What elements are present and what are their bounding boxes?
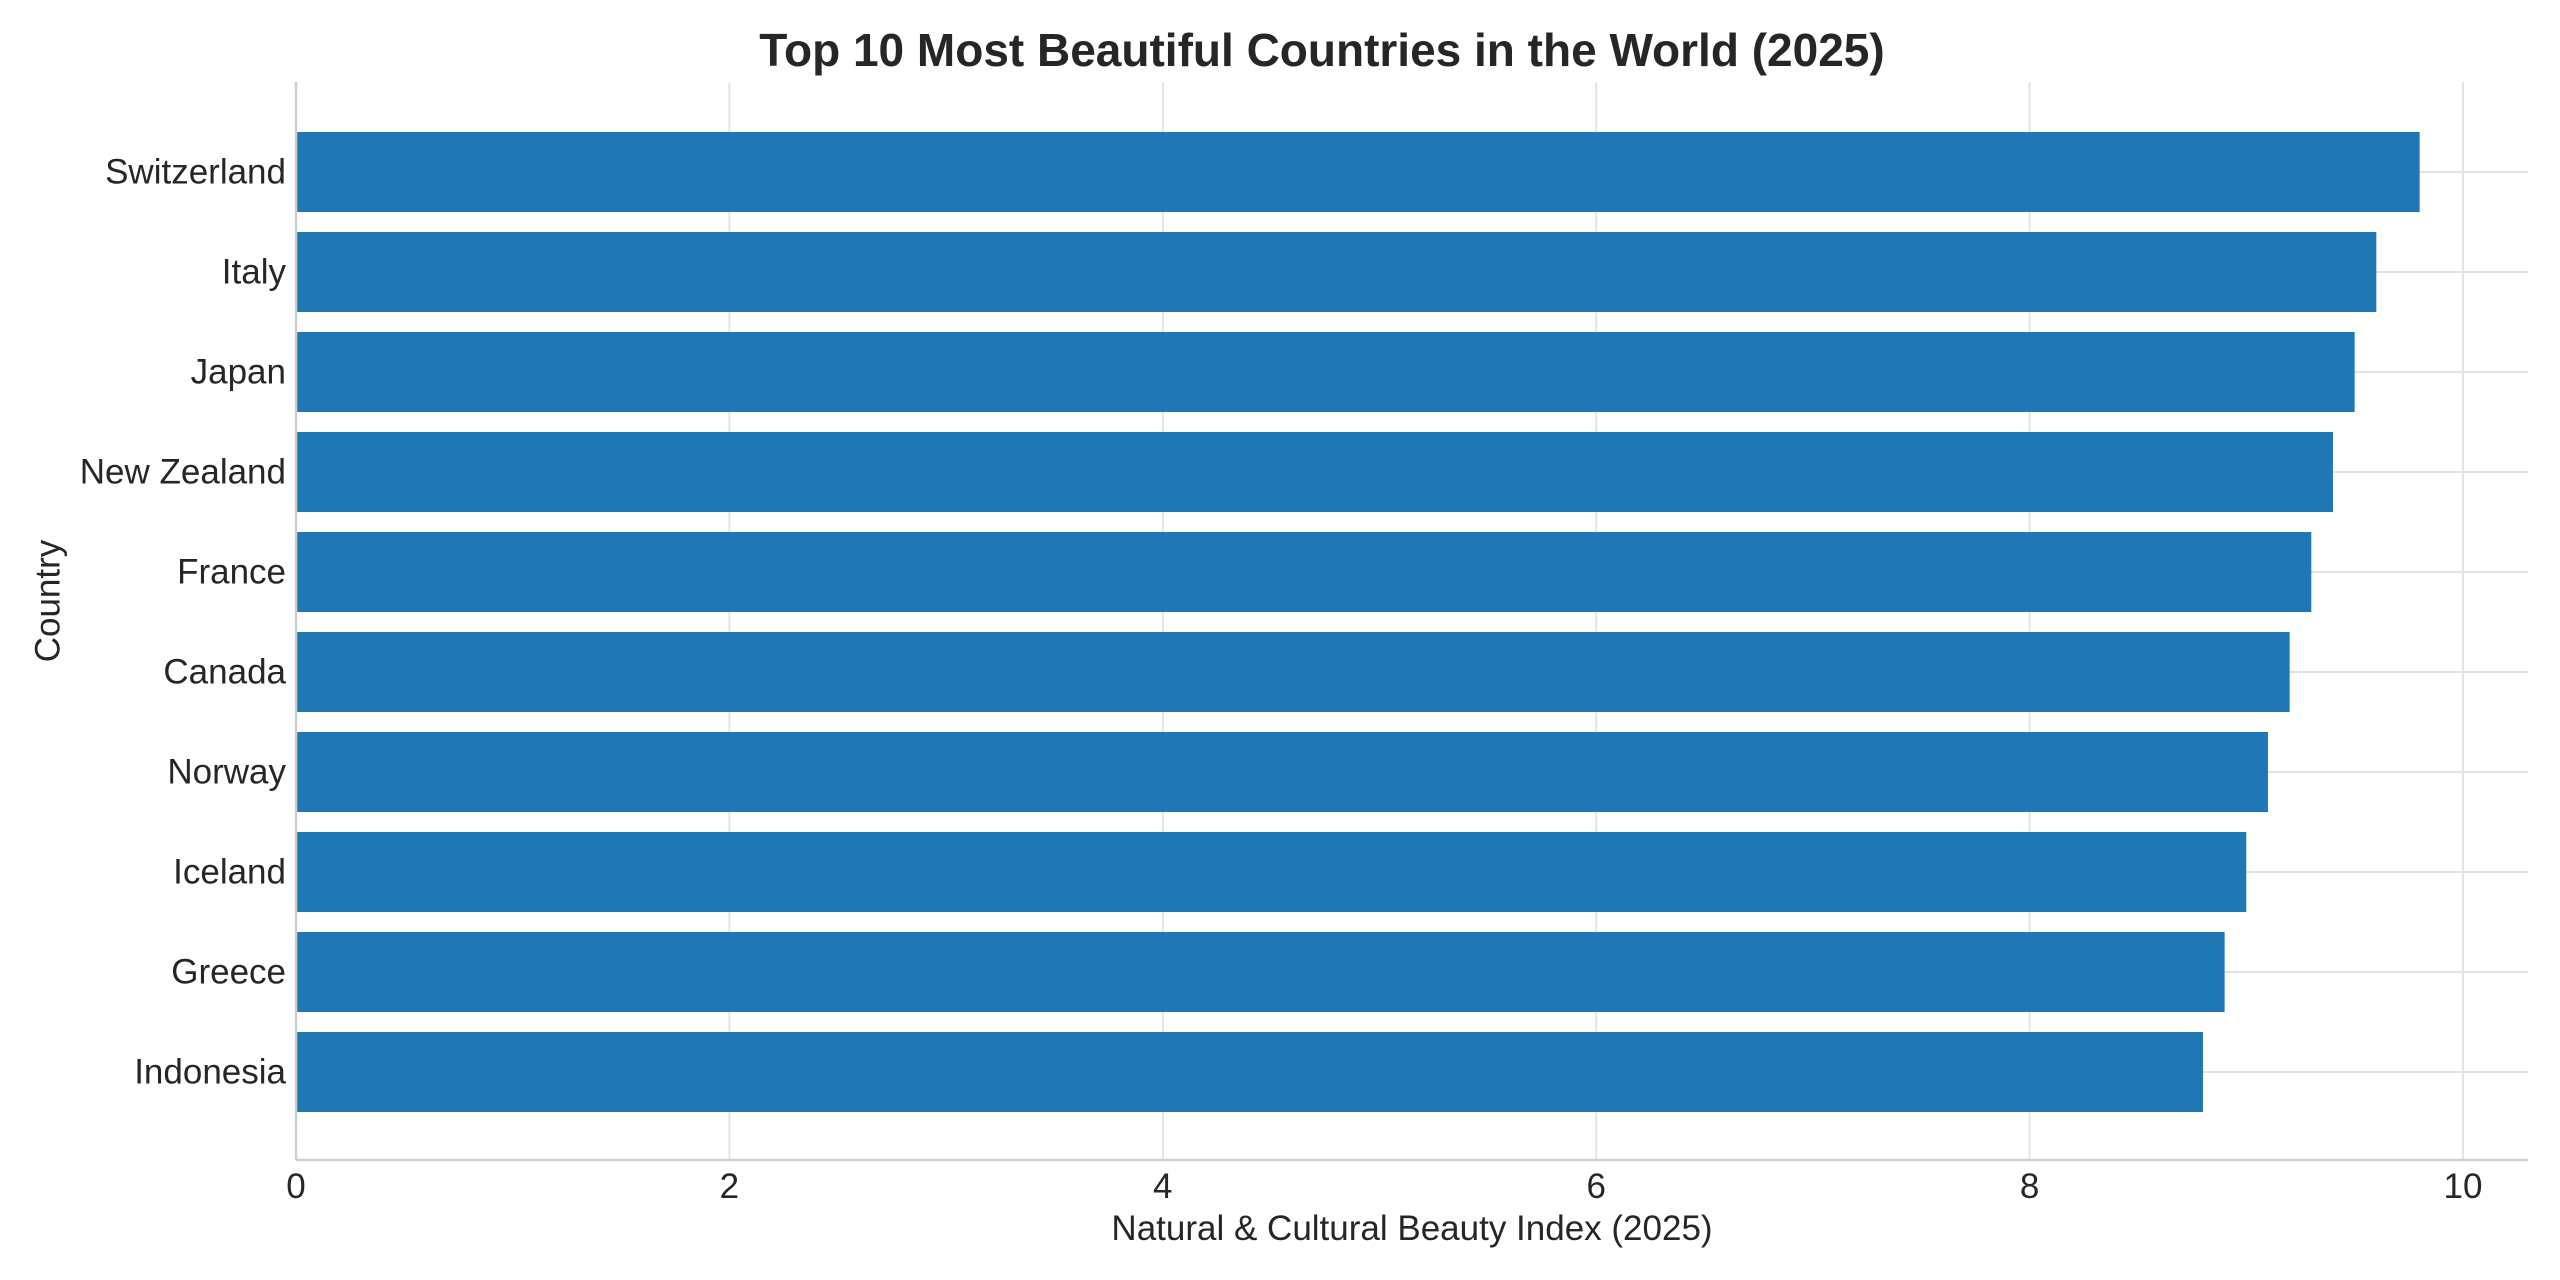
bar	[297, 232, 2377, 312]
x-axis-label: Natural & Cultural Beauty Index (2025)	[1111, 1209, 1712, 1248]
bar	[297, 932, 2225, 1012]
y-tick-label: Italy	[222, 253, 287, 292]
x-tick-label: 2	[720, 1167, 739, 1206]
bar	[297, 1032, 2203, 1112]
x-tick-label: 10	[2444, 1167, 2483, 1206]
bar	[297, 332, 2355, 412]
y-tick-label: Canada	[163, 653, 286, 692]
y-tick-label: New Zealand	[80, 453, 286, 492]
y-tick-label: Iceland	[173, 853, 286, 892]
y-tick-label: Greece	[171, 953, 286, 992]
y-tick-label: Japan	[191, 353, 286, 392]
x-tick-label: 6	[1586, 1167, 1605, 1206]
bar	[297, 532, 2312, 612]
x-tick-labels: 0 2 4 6 8 10	[286, 1167, 2482, 1206]
y-tick-label: Indonesia	[134, 1053, 286, 1092]
x-tick-label: 4	[1153, 1167, 1172, 1206]
y-axis-label: Country	[29, 539, 68, 662]
y-tick-labels: Switzerland Italy Japan New Zealand France Ca…	[80, 153, 287, 1092]
axes	[294, 82, 2528, 1162]
x-tick-label: 0	[286, 1167, 305, 1206]
bars	[297, 132, 2420, 1112]
y-tick-label: Switzerland	[105, 153, 286, 192]
bar	[297, 132, 2420, 212]
bar	[297, 732, 2268, 812]
bar	[297, 632, 2290, 712]
bar	[297, 832, 2247, 912]
bar	[297, 432, 2333, 512]
chart-title: Top 10 Most Beautiful Countries in the W…	[759, 24, 1884, 76]
x-tick-label: 8	[2020, 1167, 2039, 1206]
y-tick-label: France	[177, 553, 286, 592]
y-tick-label: Norway	[167, 753, 286, 792]
